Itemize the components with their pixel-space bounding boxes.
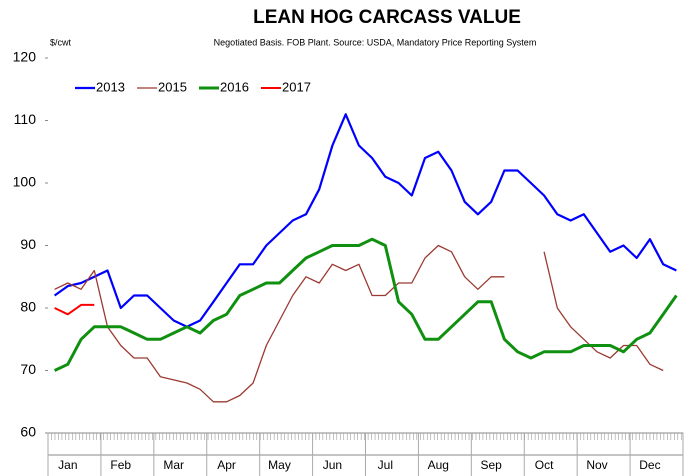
legend-label: 2016: [220, 79, 249, 94]
x-tick-label: Aug: [428, 458, 449, 472]
x-tick-label: Mar: [163, 458, 184, 472]
x-tick-label: Oct: [535, 458, 554, 472]
series-line: [53, 113, 677, 328]
series-line: [54, 303, 95, 316]
y-tick-label: 90: [20, 236, 36, 252]
chart-subtitle: Negotiated Basis. FOB Plant. Source: USD…: [214, 37, 537, 47]
y-tick-label: 100: [13, 174, 37, 190]
x-tick-label: Feb: [110, 458, 131, 472]
x-tick-label: May: [268, 458, 291, 472]
x-tick-label: Apr: [217, 458, 236, 472]
y-tick-label: 60: [20, 424, 36, 440]
x-tick-label: Jun: [323, 458, 342, 472]
y-tick-label: 120: [13, 49, 37, 65]
x-tick-label: Sep: [480, 458, 502, 472]
legend-label: 2017: [282, 79, 311, 94]
series-line: [53, 237, 678, 372]
chart-title: LEAN HOG CARCASS VALUE: [253, 7, 521, 28]
x-tick-label: Jan: [58, 458, 77, 472]
series-line: [54, 244, 664, 403]
y-tick-label: 80: [20, 299, 36, 315]
legend-label: 2013: [96, 79, 125, 94]
legend-label: 2015: [158, 79, 187, 94]
x-tick-label: Dec: [639, 458, 660, 472]
y-tick-label: 110: [14, 111, 37, 127]
y-axis-label: $/cwt: [50, 37, 72, 47]
y-tick-label: 70: [20, 361, 36, 377]
x-tick-label: Nov: [586, 458, 607, 472]
x-tick-label: Jul: [378, 458, 393, 472]
